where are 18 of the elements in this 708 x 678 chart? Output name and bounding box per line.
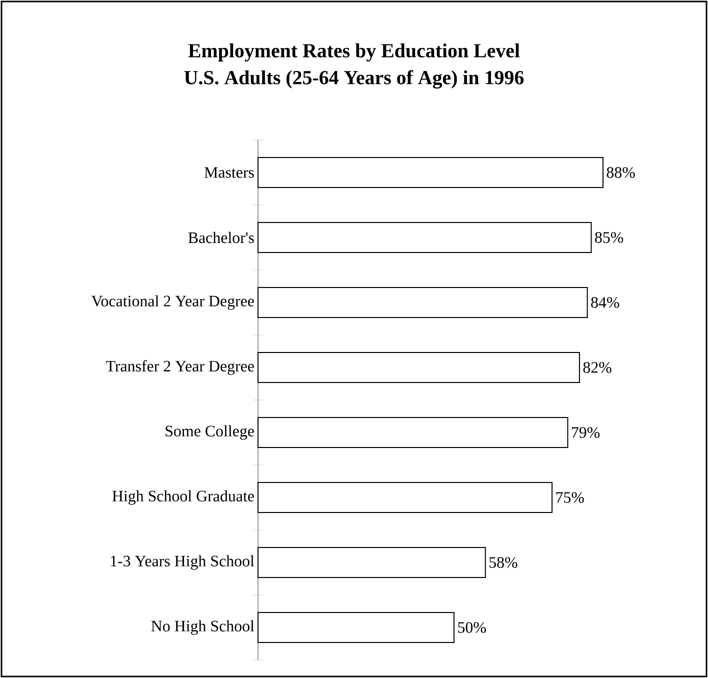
y-tick-label: 1-3 Years High School — [110, 555, 254, 570]
data-label: 82% — [583, 362, 612, 373]
y-tick-label: No High School — [151, 620, 254, 635]
y-tick-label: Bachelor's — [188, 232, 254, 244]
chart-title: Employment Rates by Education Level — [188, 43, 520, 62]
data-label: 85% — [595, 232, 624, 243]
data-label: 79% — [572, 427, 600, 438]
data-label: 84% — [591, 297, 620, 308]
data-label: 75% — [556, 492, 584, 503]
data-label: 50% — [458, 622, 486, 633]
chart-subtitle: U.S. Adults (25-64 Years of Age) in 1996 — [184, 70, 524, 89]
data-label: 88% — [606, 167, 635, 178]
y-tick-label: Some College — [166, 425, 254, 440]
data-label: 58% — [490, 557, 518, 568]
y-tick-label: Transfer 2 Year Degree — [106, 360, 254, 375]
y-tick-label: Vocational 2 Year Degree — [91, 295, 254, 310]
y-tick-label: High School Graduate — [112, 490, 254, 505]
y-tick-label: Masters — [204, 167, 254, 178]
